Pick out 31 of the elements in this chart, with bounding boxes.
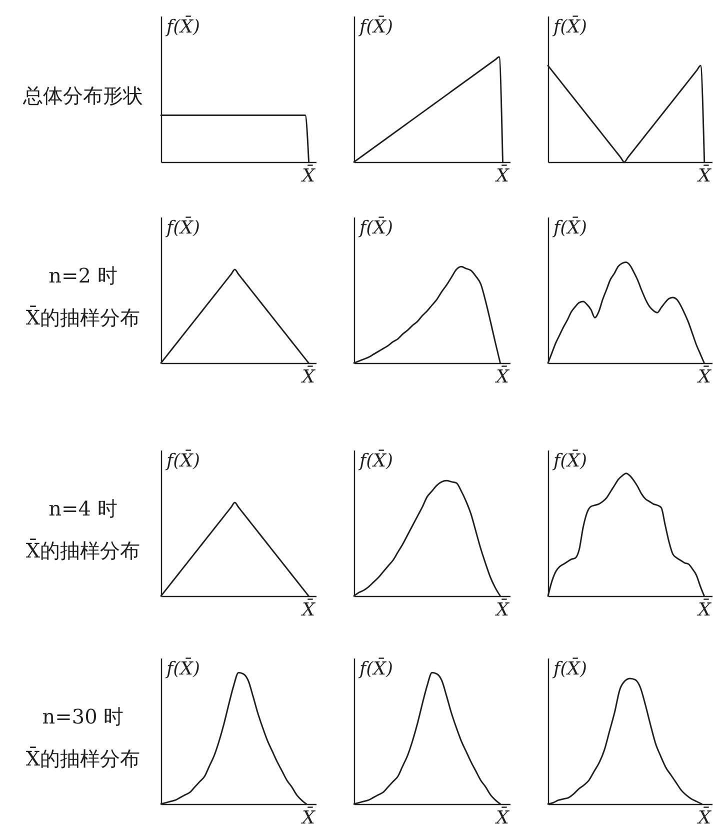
text: n=4 时 [48,496,118,520]
y-axis-title: f(X̄) [358,449,394,472]
x-axis-title: X̄ [696,164,712,186]
text: X̄的抽样分布 [26,305,140,330]
y-axis-title: f(X̄) [358,216,394,238]
x-axis-title: X̄ [494,365,510,388]
text: X̄的抽样分布 [26,538,140,562]
x-axis-title: X̄ [494,806,510,828]
text: 总体分布形状 [22,83,143,108]
x-axis-title: X̄ [300,365,316,388]
x-axis-title: X̄ [696,365,712,388]
x-axis-title: X̄ [300,806,316,828]
y-axis-title: f(X̄) [164,657,200,680]
y-axis-title: f(X̄) [552,657,588,680]
text: n=30 时 [42,704,124,728]
x-axis-title: X̄ [494,598,510,620]
y-axis-title: f(X̄) [552,15,588,38]
y-axis-title: f(X̄) [358,657,394,680]
x-axis-title: X̄ [300,164,316,186]
y-axis-title: f(X̄) [552,449,588,472]
x-axis-title: X̄ [300,598,316,620]
text: X̄的抽样分布 [26,746,140,770]
y-axis-title: f(X̄) [164,15,200,38]
y-axis-title: f(X̄) [552,216,588,238]
y-axis-title: f(X̄) [358,15,394,38]
x-axis-title: X̄ [494,164,510,186]
x-axis-title: X̄ [696,806,712,828]
x-axis-title: X̄ [696,598,712,620]
y-axis-title: f(X̄) [164,216,200,238]
y-axis-title: f(X̄) [164,449,200,472]
text: n=2 时 [48,263,118,288]
